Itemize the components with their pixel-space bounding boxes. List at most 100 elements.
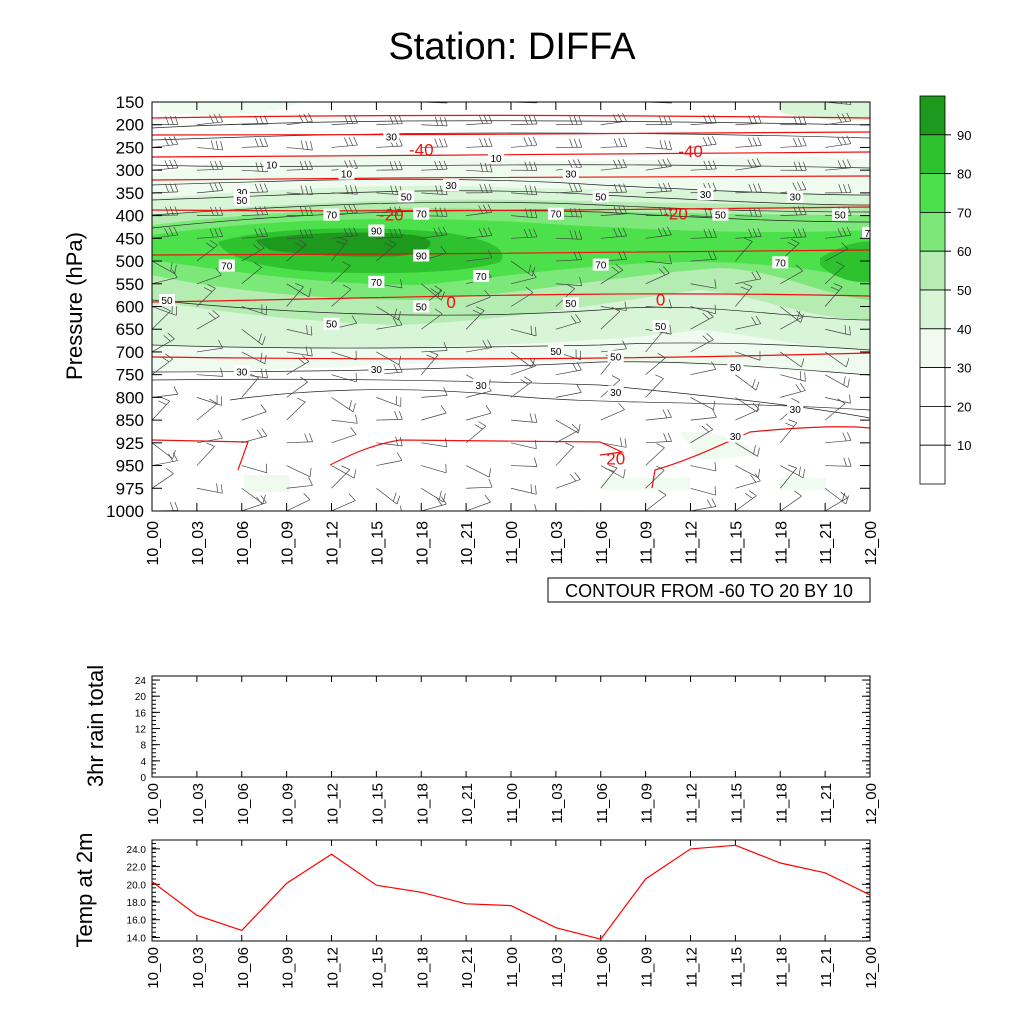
rh-contour-label: 50 (715, 211, 727, 222)
wind-barb (735, 490, 757, 511)
wind-barb (376, 228, 403, 239)
y-tick-label: 16 (135, 708, 147, 719)
rh-label-bg (368, 363, 385, 376)
wind-barb (869, 124, 870, 125)
wind-barb (376, 316, 403, 330)
rh-label-bg (473, 269, 490, 282)
wind-barb (286, 325, 313, 336)
wind-barb (645, 374, 664, 398)
wind-barb (780, 206, 807, 216)
wind-barb (735, 465, 761, 479)
wind-barb (600, 264, 624, 285)
x-tick-label: 11_18 (773, 783, 790, 824)
wind-barb (690, 498, 717, 511)
wind-barb (690, 486, 716, 496)
main-x-tick-label: 10_00 (145, 521, 162, 566)
colorbar-swatch (919, 367, 946, 407)
wind-barb (331, 427, 357, 444)
rh-contour-label: 90 (416, 252, 428, 263)
wind-barb (869, 192, 870, 193)
wind-barb (510, 325, 537, 337)
temp-series-line (151, 844, 871, 940)
wind-barb (286, 376, 308, 398)
temp-contour--10 (152, 249, 870, 256)
rh-contour-label: 30 (446, 181, 458, 192)
wind-barb (600, 112, 627, 126)
chart-title: Station: DIFFA (388, 26, 636, 68)
wind-barb (779, 464, 797, 489)
wind-barb (465, 289, 491, 307)
rh-label-bg (323, 208, 340, 221)
wind-barb (690, 409, 717, 421)
colorbar-label: 80 (957, 167, 971, 182)
rh-contour-label: 70 (476, 272, 488, 283)
wind-barb (286, 283, 304, 307)
wind-barb (600, 465, 626, 479)
rh-label-bg (443, 179, 460, 192)
rh-contour-label: 50 (610, 352, 622, 363)
wind-barb (241, 428, 268, 444)
wind-barb (779, 419, 798, 444)
wind-barb (376, 239, 397, 262)
x-tick-label: 10_18 (414, 783, 431, 825)
wind-barb (376, 395, 402, 407)
wind-barb (331, 227, 358, 239)
y-tick-label: 20.0 (127, 880, 147, 891)
wind-barb (421, 496, 447, 511)
wind-barb (735, 114, 762, 126)
temp-contour-20-mid (329, 439, 625, 466)
wind-barb (510, 413, 538, 423)
wind-barb (735, 351, 761, 361)
colorbar-swatch (919, 95, 946, 136)
x-tick-label: 11_00 (504, 947, 521, 988)
wind-barb (555, 207, 583, 218)
wind-barb (241, 206, 269, 216)
wind-barb (510, 358, 536, 375)
rh-contour-label: 50 (655, 322, 667, 333)
wind-barb (555, 510, 577, 511)
rh-contour-label: 30 (236, 188, 248, 199)
wind-barb (196, 239, 218, 262)
wind-barb (510, 484, 537, 495)
wind-barb (286, 228, 313, 239)
wind-barb (555, 361, 582, 376)
wind-barb (152, 226, 179, 239)
wind-barb (869, 102, 870, 103)
wind-barb (241, 495, 267, 511)
x-tick-label: 11_12 (684, 783, 701, 824)
wind-barb (645, 139, 672, 150)
wind-barb (645, 182, 672, 194)
wind-barb (824, 351, 850, 368)
rh-label-bg (607, 350, 624, 363)
wind-barb (869, 465, 870, 466)
wind-barb (466, 204, 493, 216)
wind-barb (735, 102, 739, 103)
rh-contour-label: 30 (371, 365, 383, 376)
wind-barb (241, 115, 269, 126)
main-y-tick-label: 800 (116, 388, 144, 407)
wind-barb (510, 115, 538, 126)
temp-axes: 10_00 10_03 10_06 10_09 10_12 10_15 10_18 10_21… (127, 840, 880, 989)
wind-barb (780, 382, 806, 398)
x-tick-label: 10_00 (145, 783, 162, 825)
wind-barb (869, 215, 870, 216)
wind-barb (780, 102, 807, 103)
temp-contour--20a (152, 175, 870, 181)
wind-barb (466, 405, 492, 421)
rh-contour-label: 30 (790, 405, 802, 416)
wind-barb (510, 136, 538, 148)
wind-barb (331, 284, 352, 307)
wind-barb (241, 404, 267, 421)
colorbar-swatch (919, 405, 946, 446)
rh-contour-label: 50 (595, 192, 607, 203)
wind-barb (735, 283, 753, 307)
main-y-axis-title: Pressure (hPa) (62, 232, 87, 380)
x-tick-label: 12_00 (863, 947, 880, 989)
wind-barb (376, 206, 403, 216)
x-tick-label: 11_03 (549, 947, 566, 988)
main-y-tick-label: 200 (116, 116, 144, 135)
rh-label-bg (727, 429, 744, 442)
wind-barb (286, 239, 307, 262)
